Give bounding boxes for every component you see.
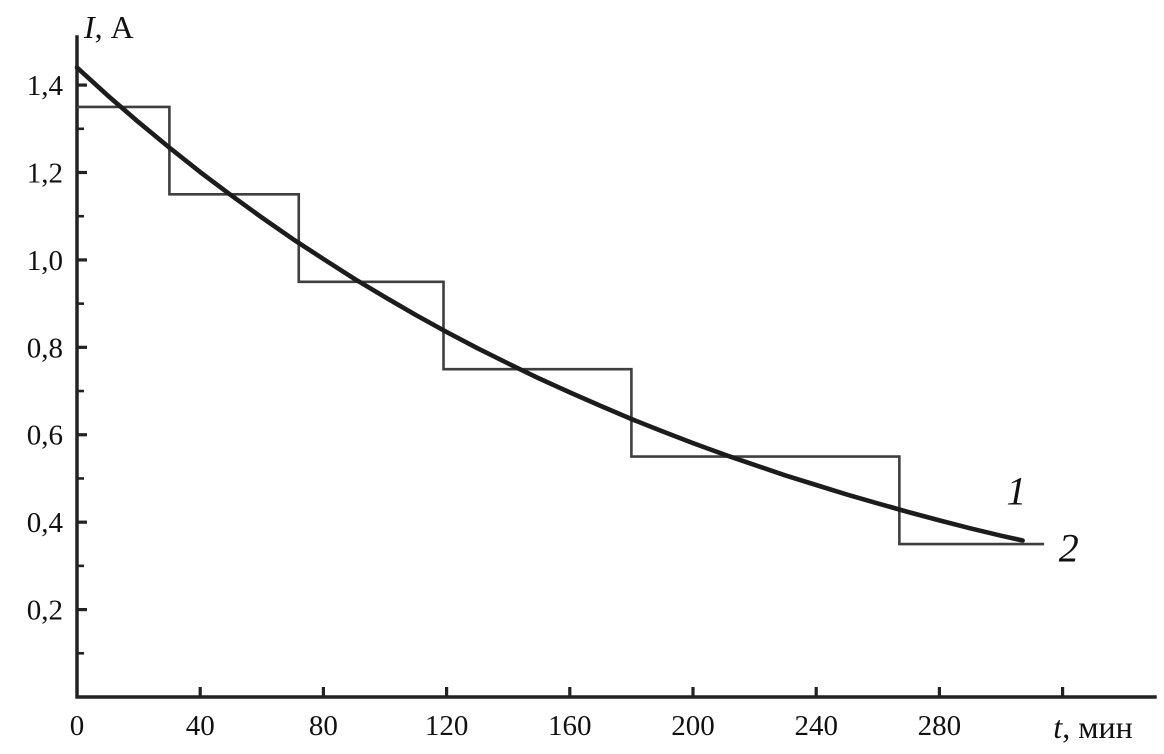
curve-1-label: 1 (1006, 469, 1026, 514)
y-tick-label: 0,8 (27, 332, 63, 364)
x-tick-label: 0 (70, 710, 85, 742)
x-tick-label: 280 (918, 710, 962, 742)
x-tick-label: 160 (548, 710, 592, 742)
x-tick-label: 120 (425, 710, 469, 742)
tick-labels: 0,2 0,4 0,6 0,8 1,0 1,2 1,4 0 40 80 120 160 200 240 28… (27, 70, 961, 742)
x-axis-title-symbol: t (1053, 709, 1063, 745)
y-axis-title: I, А (83, 9, 134, 45)
y-axis-title-unit: , А (95, 9, 134, 45)
y-tick-label: 0,2 (27, 595, 63, 627)
axes (75, 35, 1157, 699)
axis-lines (75, 35, 1157, 699)
y-axis-title-symbol: I (83, 9, 96, 45)
y-tick-label: 1,4 (27, 70, 64, 102)
curve-2-label: 2 (1059, 525, 1079, 570)
y-tick-label: 1,0 (27, 245, 63, 277)
axis-titles: I, А t, мин (83, 9, 1133, 745)
y-tick-label: 1,2 (27, 157, 63, 189)
axis-ticks (77, 83, 1065, 697)
x-tick-label: 240 (794, 710, 838, 742)
y-tick-label: 0,6 (27, 420, 63, 452)
curve-1-smooth-line (74, 65, 1025, 543)
x-axis-title-unit: , мин (1062, 709, 1133, 745)
series (74, 65, 1045, 546)
x-tick-label: 80 (309, 710, 338, 742)
curve-2-step-line (77, 105, 1045, 546)
x-tick-label: 40 (186, 710, 215, 742)
x-tick-label: 200 (671, 710, 715, 742)
series-labels: 12 (1006, 469, 1078, 571)
x-axis-title: t, мин (1053, 709, 1132, 745)
y-tick-label: 0,4 (27, 507, 64, 539)
